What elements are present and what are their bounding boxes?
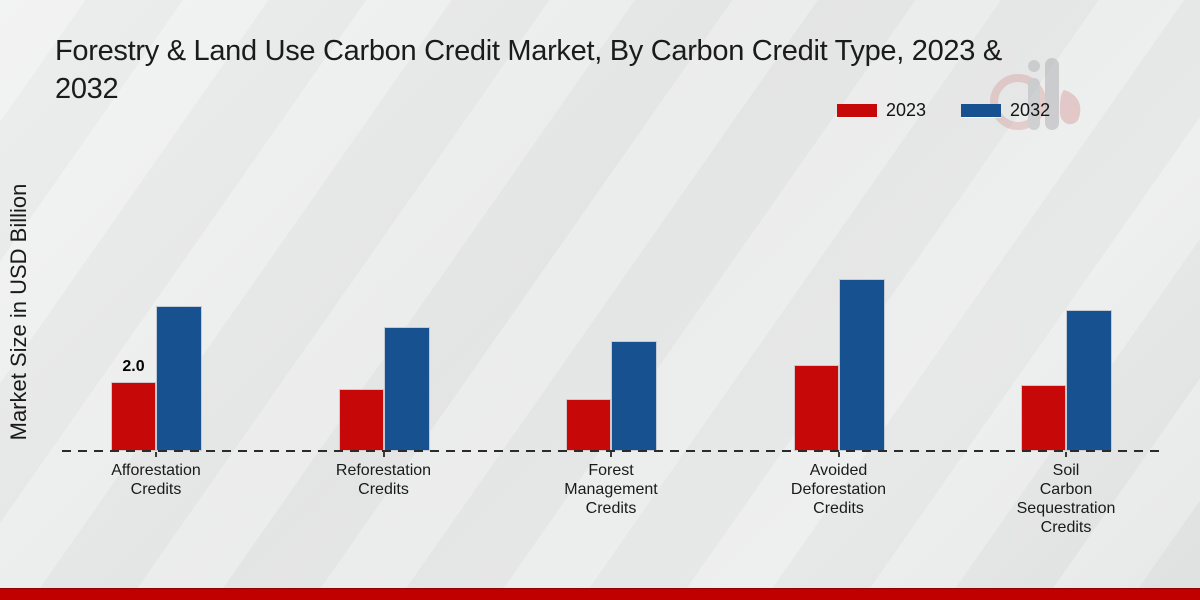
x-axis-tick-afforestation-credits (155, 452, 157, 457)
x-axis-tick-avoided-deforestation-credits (837, 452, 840, 457)
legend: 2023 2032 (837, 100, 1050, 121)
bar-2032-afforestation-credits (156, 306, 202, 451)
bar-2023-forest-management-credits (566, 399, 611, 451)
category-label-forest-management-credits: Forest Management Credits (564, 462, 658, 517)
category-label-soil-carbon-sequestration-credits: Soil Carbon Sequestration Credits (1016, 462, 1116, 536)
chart-title-line-1: Forestry & Land Use Carbon Credit Market… (55, 35, 1002, 67)
bottom-accent-strip (0, 588, 1200, 600)
category-label-avoided-deforestation-credits: Avoided Deforestation Credits (790, 462, 887, 517)
x-axis-tick-forest-management-credits (610, 452, 612, 457)
legend-swatch-2023-icon (837, 104, 877, 117)
x-axis-tick-reforestation-credits (382, 452, 385, 457)
data-label-2023-afforestation-credits: 2.0 (122, 358, 145, 375)
bar-2023-afforestation-credits (111, 382, 156, 451)
x-axis-baseline (62, 450, 1159, 452)
legend-swatch-2032-icon (961, 104, 1002, 117)
bar-2032-reforestation-credits (383, 326, 430, 451)
legend-label-2032: 2032 (1010, 100, 1051, 120)
bar-2032-avoided-deforestation-credits (838, 278, 885, 451)
bar-2023-reforestation-credits (338, 388, 384, 451)
bar-2032-forest-management-credits (611, 340, 657, 451)
category-label-reforestation-credits: Reforestation Credits (335, 462, 432, 498)
legend-item-2032: 2032 (961, 100, 1050, 121)
category-label-afforestation-credits: Afforestation Credits (111, 462, 201, 498)
bar-2032-soil-carbon-sequestration-credits (1066, 309, 1112, 451)
legend-label-2023: 2023 (886, 100, 927, 120)
bar-2023-avoided-deforestation-credits (793, 364, 839, 451)
bar-2023-soil-carbon-sequestration-credits (1021, 385, 1066, 451)
market-research-logo-watermark-icon (990, 58, 1081, 130)
legend-item-2023: 2023 (837, 100, 926, 121)
chart-title-line-2: 2032 (55, 73, 119, 105)
chart-title: Forestry & Land Use Carbon Credit Market… (55, 32, 1185, 108)
x-axis-tick-soil-carbon-sequestration-credits (1065, 452, 1067, 457)
